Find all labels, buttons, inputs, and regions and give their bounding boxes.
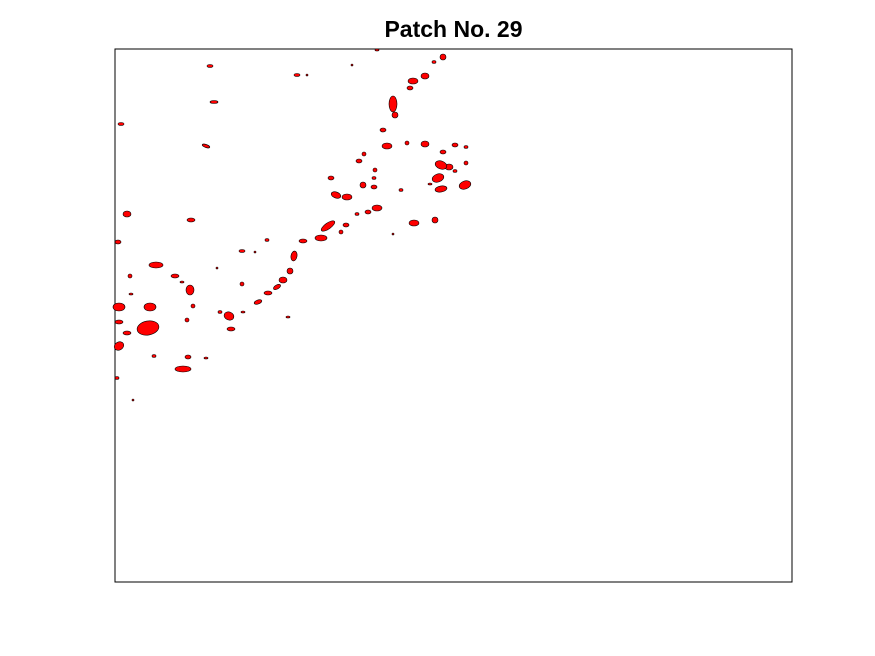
patch-blob (451, 142, 459, 148)
patch-blob (184, 317, 190, 323)
patch-blob (408, 219, 420, 227)
patch-blob (264, 238, 270, 242)
patch-blob (151, 354, 157, 358)
patch-blob (128, 292, 134, 296)
patch-blob (190, 303, 196, 309)
axes-frame (114, 48, 793, 583)
patch-blob (372, 167, 378, 173)
patch-blob (170, 273, 180, 279)
patch-blob (112, 302, 126, 312)
patch-blob (298, 238, 308, 244)
patch-blob (439, 149, 447, 155)
patch-blob (434, 185, 448, 193)
patch-blob (223, 311, 235, 321)
patch-blob (361, 151, 367, 157)
patch-blob (305, 73, 309, 77)
patch-blob (379, 127, 387, 133)
patch-blob (407, 77, 419, 85)
patch-blob (427, 182, 433, 186)
patch-blob (186, 217, 196, 223)
patch-blob (463, 160, 469, 166)
patch-blob (431, 216, 439, 224)
patch-blob (263, 290, 273, 296)
patch-blob (209, 100, 219, 104)
patch-blob (370, 184, 378, 190)
patch-blob (131, 398, 135, 402)
patch-blob (174, 365, 192, 373)
patch-blob (406, 85, 414, 91)
patch-blob (439, 53, 447, 61)
patch-blob (114, 239, 122, 245)
patch-blob (320, 220, 336, 232)
patch-blob (285, 315, 291, 319)
patch-blob (127, 273, 133, 279)
patch-blob (206, 64, 214, 68)
patch-blob (431, 60, 437, 64)
patch-blob (391, 111, 399, 119)
patch-blob (420, 140, 430, 148)
patch-blob (293, 73, 301, 77)
patch-blob (371, 204, 383, 212)
patch-blob (148, 261, 164, 269)
patch-blob (452, 169, 458, 173)
patch-blob (113, 341, 125, 351)
patch-blob (381, 142, 393, 150)
patch-blob (355, 158, 363, 164)
patch-blob (136, 320, 160, 336)
patch-blob (278, 276, 288, 284)
patch-blob (359, 181, 367, 189)
patch-blob (431, 173, 445, 183)
patch-blob (404, 140, 410, 146)
patch-blob (342, 222, 350, 228)
patch-blob (354, 212, 360, 216)
patch-blob (350, 63, 354, 67)
patch-blob (290, 250, 298, 262)
patch-blob (122, 330, 132, 336)
patch-blob (201, 143, 211, 149)
patch-blob (215, 266, 219, 270)
patch-blob (286, 267, 294, 275)
patch-blob (391, 232, 395, 236)
patch-blob (374, 48, 380, 52)
patch-blob (179, 280, 185, 284)
patch-blob (240, 310, 246, 314)
patch-blob (327, 175, 335, 181)
patch-blob (114, 376, 120, 380)
patch-blob (143, 302, 157, 312)
plot-title: Patch No. 29 (384, 16, 523, 42)
patch-blob (434, 160, 448, 170)
patch-blob (253, 299, 263, 305)
patch-blob (226, 326, 236, 332)
patch-blob (184, 354, 192, 360)
patch-blob (398, 188, 404, 192)
patch-blob (114, 319, 124, 325)
patch-blob (458, 180, 472, 190)
patch-blob (117, 122, 125, 126)
patch-layer (112, 48, 472, 402)
patch-blob (314, 234, 328, 242)
patch-blob (253, 250, 257, 254)
patch-blob (463, 145, 469, 149)
patch-blob (217, 310, 223, 314)
patch-blob (364, 209, 372, 215)
patch-blob (420, 72, 430, 80)
patch-blob (338, 229, 344, 235)
patch-blob (238, 249, 246, 253)
patch-blob (122, 210, 132, 218)
patch-blob (330, 191, 342, 199)
patch-blob (388, 95, 398, 113)
patch-blob (185, 284, 195, 296)
patch-blob (203, 356, 209, 360)
patch-blob (371, 176, 377, 180)
patch-blob (273, 284, 281, 290)
patch-blob (239, 281, 245, 287)
patch-blob (341, 193, 353, 201)
